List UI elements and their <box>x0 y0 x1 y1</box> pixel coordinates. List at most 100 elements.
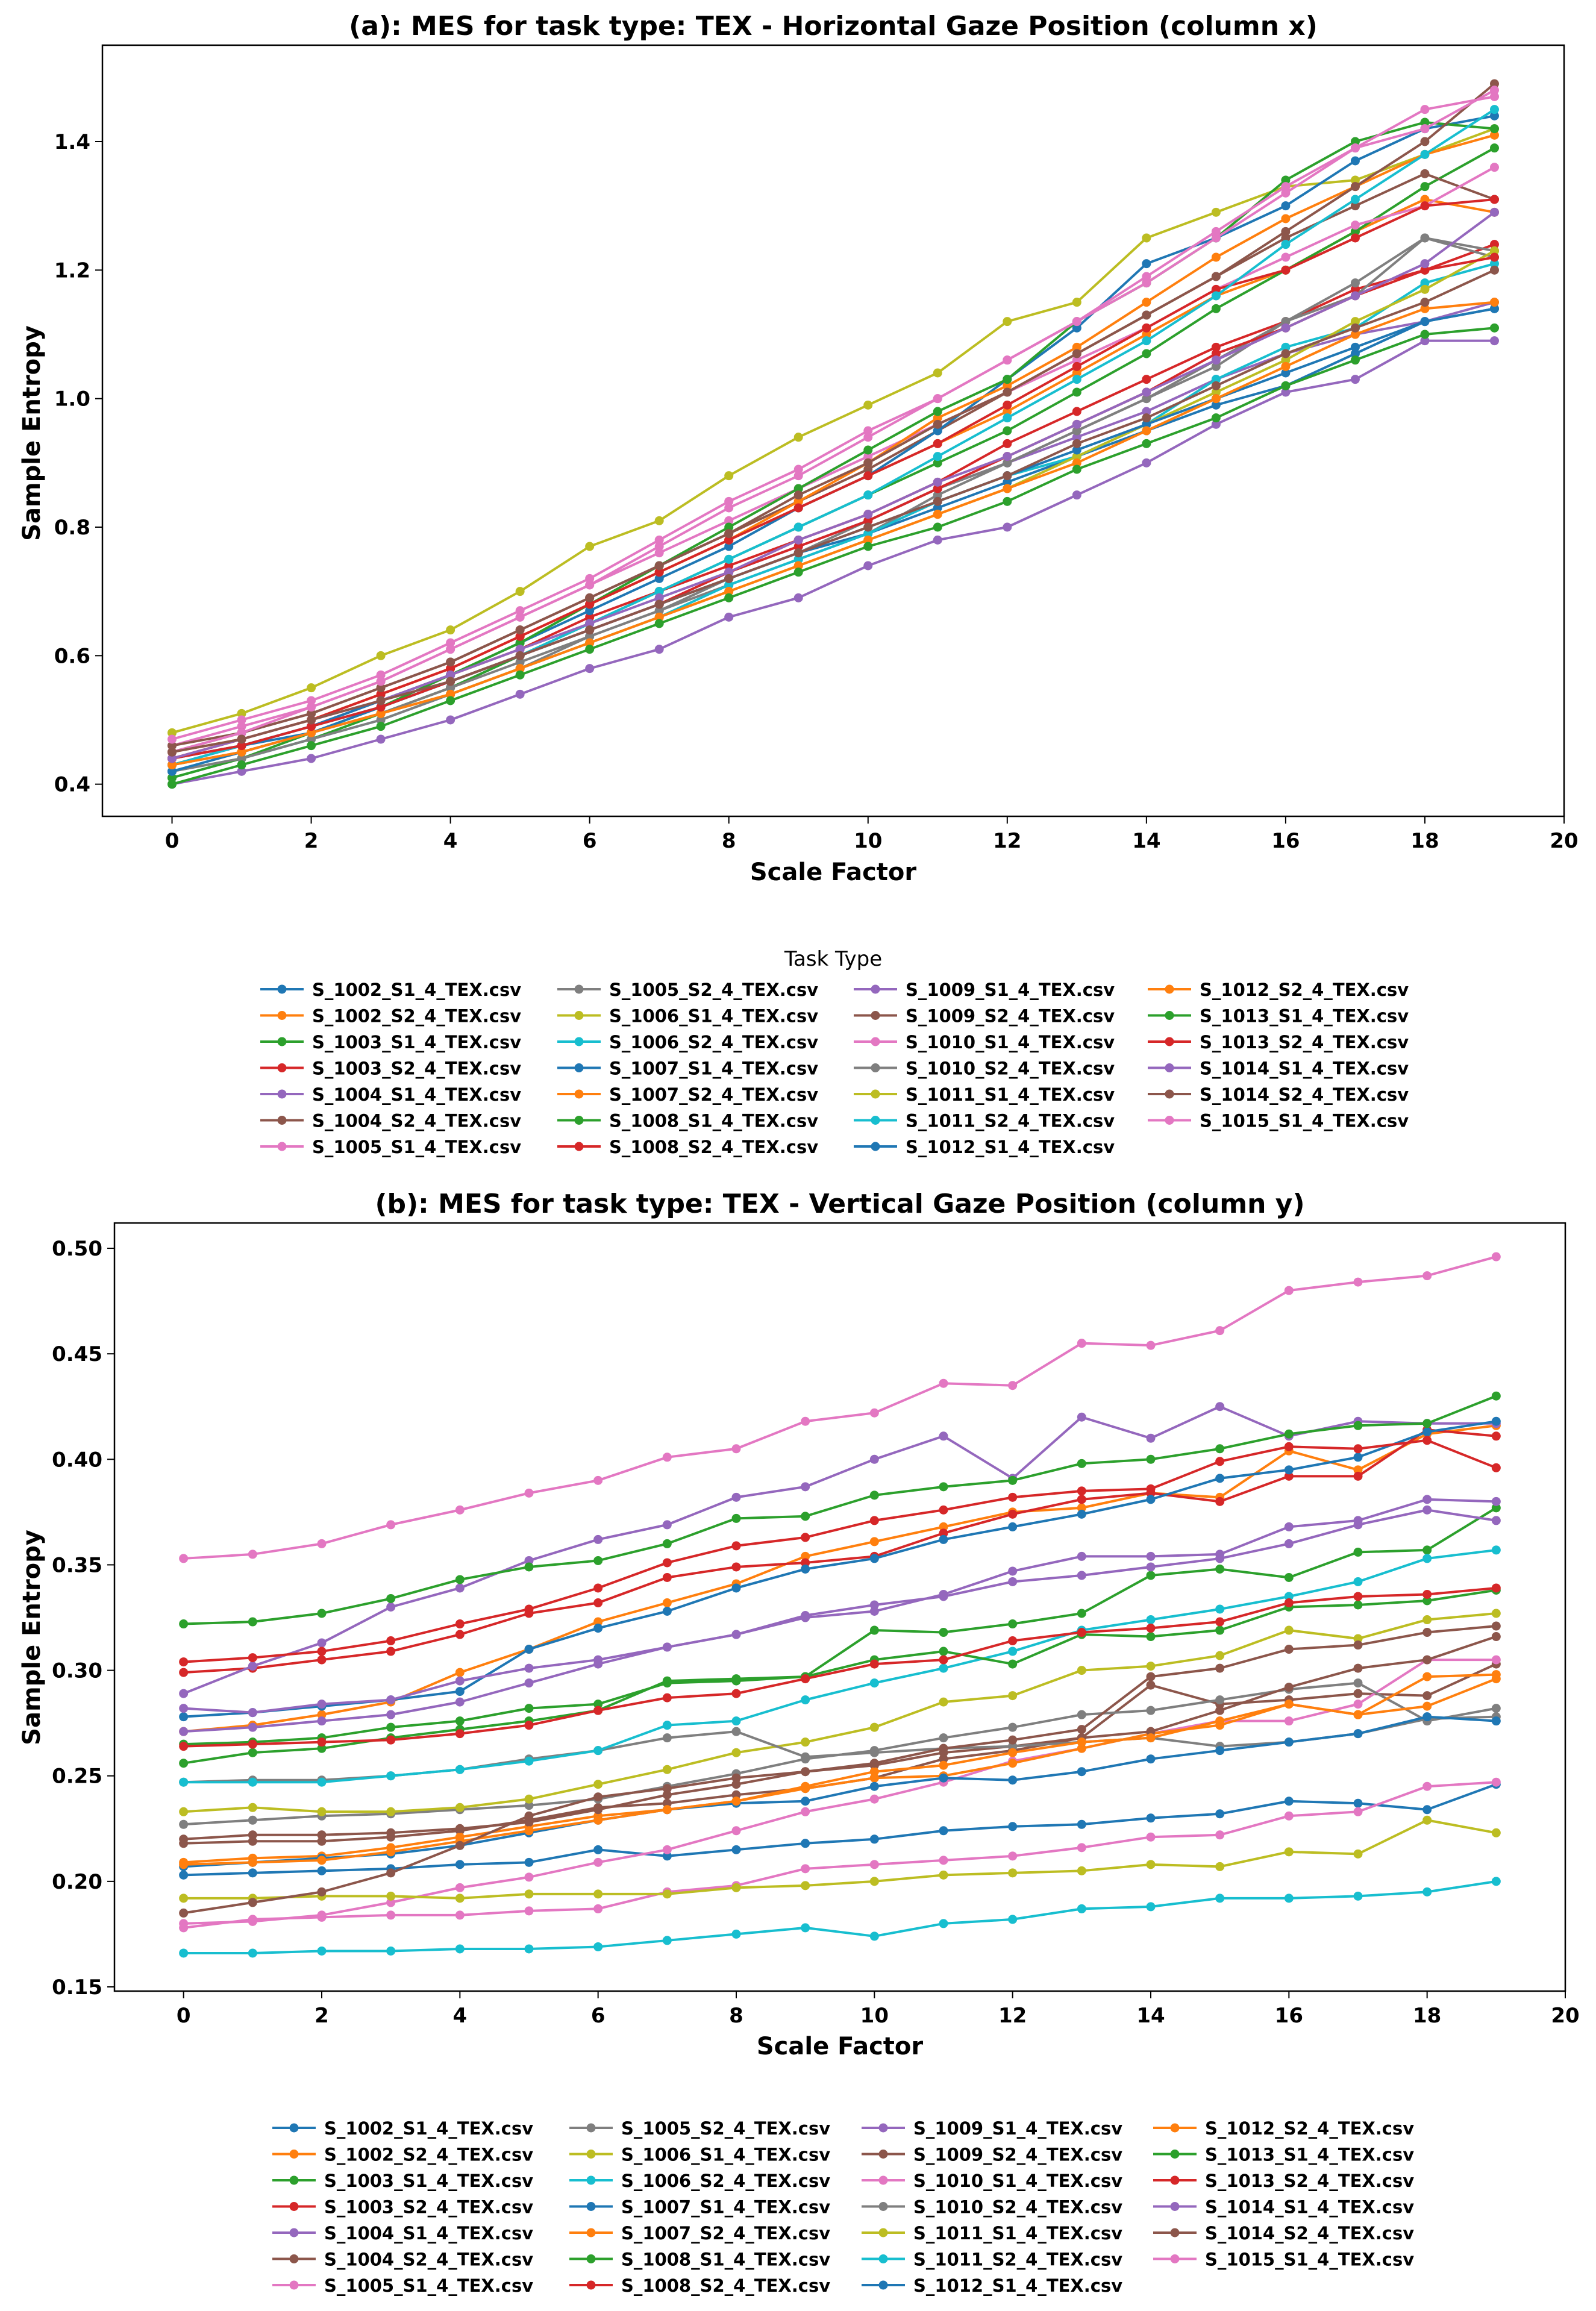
data-point <box>863 445 873 455</box>
data-point <box>793 593 803 602</box>
data-point <box>307 722 316 731</box>
legend-label: S_1002_S2_4_TEX.csv <box>312 1006 521 1027</box>
data-point <box>1008 1509 1018 1519</box>
data-point <box>1072 458 1081 468</box>
data-point <box>939 1697 948 1707</box>
data-point <box>869 1516 879 1525</box>
data-point <box>1422 1505 1432 1515</box>
legend-label: S_1013_S1_4_TEX.csv <box>1200 1006 1409 1027</box>
data-point <box>939 1773 948 1783</box>
data-point <box>1422 1419 1432 1428</box>
data-point <box>793 548 803 558</box>
data-point <box>1077 1725 1086 1734</box>
data-point <box>585 664 595 674</box>
data-point <box>869 1759 879 1768</box>
data-point <box>1281 387 1291 397</box>
y-tick-label: 0.30 <box>52 1659 102 1683</box>
data-point <box>662 1790 672 1800</box>
series-S_1015_S1_4_TEX.csv <box>179 1252 1501 1563</box>
y-axis-label: Sample Entropy <box>18 325 46 541</box>
data-point <box>307 702 316 712</box>
x-axis-label: Scale Factor <box>757 2033 924 2060</box>
legend-label: S_1004_S2_4_TEX.csv <box>312 1111 521 1131</box>
data-point <box>248 1898 257 1907</box>
legend-marker <box>277 1037 287 1046</box>
data-point <box>237 734 246 744</box>
data-point <box>1072 439 1081 448</box>
data-point <box>593 1780 603 1789</box>
data-point <box>1142 298 1151 307</box>
data-point <box>1003 484 1012 493</box>
data-point <box>317 1830 327 1840</box>
series-line <box>183 1589 1497 1746</box>
data-point <box>1077 1843 1086 1853</box>
legend-item: S_1005_S1_4_TEX.csv <box>272 2275 533 2296</box>
data-point <box>662 1784 672 1793</box>
legend-item: S_1004_S1_4_TEX.csv <box>272 2223 533 2244</box>
data-point <box>1491 1496 1501 1506</box>
data-point <box>939 1655 948 1665</box>
y-tick-label: 0.6 <box>54 644 90 668</box>
data-point <box>593 1746 603 1756</box>
data-point <box>724 503 734 513</box>
data-point <box>515 657 525 667</box>
data-point <box>933 419 942 429</box>
data-point <box>1077 1503 1086 1513</box>
data-point <box>1350 342 1360 352</box>
data-point <box>1420 278 1430 288</box>
legend-item: S_1008_S1_4_TEX.csv <box>557 1111 818 1131</box>
data-point <box>1072 349 1081 358</box>
data-point <box>939 1431 948 1441</box>
data-point <box>1420 182 1430 192</box>
legend-item: S_1007_S1_4_TEX.csv <box>557 1059 818 1079</box>
data-point <box>376 677 386 686</box>
data-point <box>933 503 942 513</box>
legend-marker <box>871 1116 880 1125</box>
plot-area: 0 2 4 6 8 10 12 14 16 18 20 0.15 0.20 0.25 0.30 0.35 0.4… <box>52 1222 1580 2028</box>
legend-label: S_1004_S1_4_TEX.csv <box>312 1084 521 1105</box>
data-point <box>167 728 177 737</box>
series-line <box>172 237 1495 773</box>
data-point <box>933 496 942 506</box>
legend-label: S_1007_S2_4_TEX.csv <box>609 1084 818 1105</box>
data-point <box>1281 188 1291 198</box>
data-point <box>793 503 803 513</box>
legend-marker <box>574 1011 584 1020</box>
legend-item: S_1006_S2_4_TEX.csv <box>557 1032 818 1052</box>
data-point <box>869 1625 879 1635</box>
legend-item: S_1002_S1_4_TEX.csv <box>272 2118 533 2139</box>
legend-label: S_1005_S2_4_TEX.csv <box>621 2118 830 2139</box>
legend-label: S_1011_S2_4_TEX.csv <box>906 1111 1115 1131</box>
legend-marker <box>1170 2175 1180 2185</box>
data-point <box>1281 323 1291 333</box>
data-point <box>386 1807 396 1816</box>
data-point <box>1284 1737 1294 1747</box>
legend-item: S_1013_S2_4_TEX.csv <box>1153 2171 1414 2191</box>
data-point <box>1491 1877 1501 1886</box>
data-point <box>524 1663 534 1673</box>
data-point <box>167 780 177 789</box>
legend-label: S_1013_S1_4_TEX.csv <box>1205 2145 1414 2165</box>
legend-item: S_1006_S1_4_TEX.csv <box>569 2145 830 2165</box>
series-S_1014_S1_4_TEX.csv <box>179 1495 1501 1736</box>
data-point <box>933 522 942 532</box>
data-point <box>1420 233 1430 243</box>
legend-item: S_1012_S2_4_TEX.csv <box>1148 980 1409 1000</box>
data-point <box>1353 1277 1363 1287</box>
chart-panel-b: (b): MES for task type: TEX - Vertical G… <box>18 1189 1580 2296</box>
data-point <box>593 1845 603 1854</box>
data-point <box>1008 1868 1018 1878</box>
data-point <box>455 1910 465 1920</box>
legend-marker <box>1170 2123 1180 2133</box>
data-point <box>869 1554 879 1563</box>
series-line <box>171 327 1495 786</box>
data-point <box>248 1653 257 1663</box>
data-point <box>1211 304 1221 313</box>
legend-marker <box>878 2175 888 2185</box>
data-point <box>1003 452 1012 461</box>
data-point <box>248 1739 257 1749</box>
data-point <box>1077 1551 1086 1561</box>
legend-label: S_1010_S2_4_TEX.csv <box>913 2197 1122 2218</box>
data-point <box>1353 1516 1363 1525</box>
data-point <box>1353 1798 1363 1808</box>
